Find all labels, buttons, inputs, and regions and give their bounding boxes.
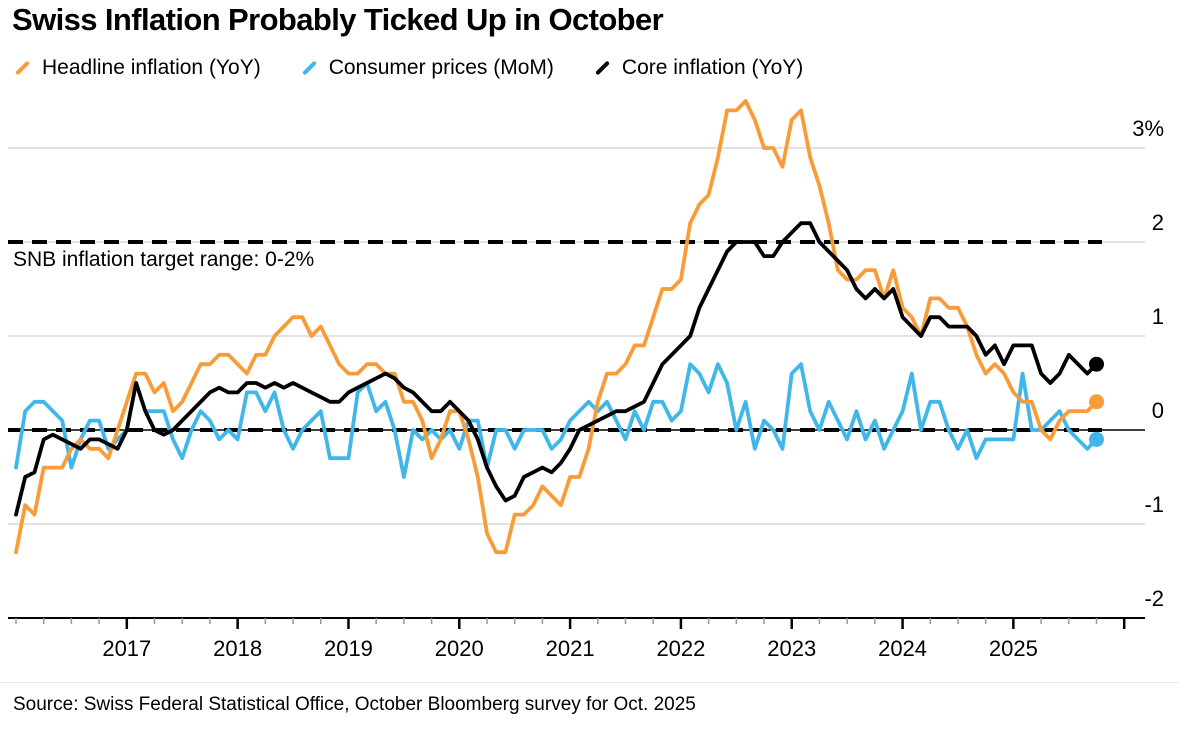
legend-label-headline: Headline inflation (YoY) [42,56,261,79]
legend-item-core-inflation: Core inflation (YoY) [594,56,803,80]
x-tick-label-2025: 2025 [989,636,1038,661]
y-tick-label-1: 1 [1152,304,1164,329]
legend: Headline inflation (YoY) Consumer prices… [14,56,803,80]
x-tick-label-2024: 2024 [878,636,927,661]
legend-item-consumer-prices: Consumer prices (MoM) [301,56,554,80]
x-tick-label-2018: 2018 [213,636,262,661]
series-line-2 [14,221,1099,517]
series-end-dot-2 [1088,356,1104,372]
x-tick-label-2022: 2022 [656,636,705,661]
legend-label-consumer-prices: Consumer prices (MoM) [328,56,554,79]
x-tick-label-2020: 2020 [435,636,484,661]
legend-item-headline-inflation: Headline inflation (YoY) [14,56,261,80]
series-line-1 [14,362,1099,479]
y-tick-label-0: 0 [1152,398,1164,423]
y-tick-label-3: 3% [1132,116,1164,141]
series-end-dot-1 [1088,431,1104,447]
x-tick-label-2021: 2021 [546,636,595,661]
x-tick-label-2023: 2023 [767,636,816,661]
y-tick-label--2: -2 [1144,586,1164,611]
series-line-0 [14,99,1099,555]
x-tick-label-2017: 2017 [102,636,151,661]
series-end-dot-0 [1088,394,1104,410]
legend-label-core: Core inflation (YoY) [621,56,804,79]
snb-target-annotation: SNB inflation target range: 0-2% [13,248,315,271]
source-note: Source: Swiss Federal Statistical Office… [13,694,696,715]
y-tick-label-2: 2 [1152,210,1164,235]
x-tick-label-2019: 2019 [324,636,373,661]
footer-divider [0,682,1179,683]
chart-title: Swiss Inflation Probably Ticked Up in Oc… [12,2,664,37]
y-tick-label--1: -1 [1144,492,1164,517]
